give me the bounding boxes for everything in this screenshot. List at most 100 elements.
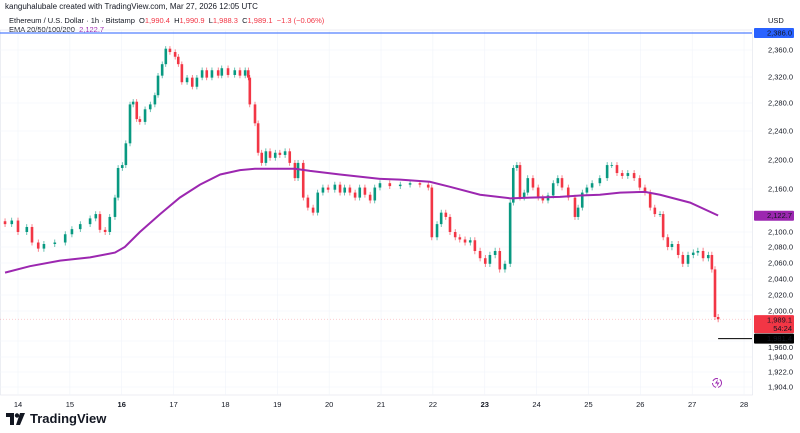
candle-body bbox=[273, 152, 277, 158]
tradingview-logo: TradingView bbox=[6, 411, 106, 426]
candle-body bbox=[388, 183, 392, 187]
candle-body bbox=[620, 173, 624, 176]
candle-body bbox=[78, 224, 82, 230]
brand-name: TradingView bbox=[30, 411, 107, 426]
high-price-label-bg bbox=[754, 28, 794, 38]
x-tick-label: 19 bbox=[273, 400, 281, 409]
candle-body bbox=[598, 178, 602, 184]
candle-body bbox=[103, 229, 107, 232]
candle-body bbox=[448, 216, 452, 232]
candle-body bbox=[426, 184, 430, 188]
symbol-legend: Ethereum / U.S. Dollar · 1h · Bitstamp O… bbox=[9, 16, 324, 25]
y-tick-label: 2,000.0 bbox=[768, 307, 793, 316]
candle-body bbox=[661, 214, 665, 238]
candle-body bbox=[353, 192, 357, 198]
candle-body bbox=[691, 252, 695, 255]
candle-body bbox=[681, 255, 685, 264]
candle-body bbox=[195, 77, 199, 87]
y-tick-label: 2,060.0 bbox=[768, 259, 793, 268]
candle-body bbox=[648, 192, 652, 208]
y-tick-label: 1,940.0 bbox=[768, 353, 793, 362]
candle-body bbox=[632, 173, 636, 179]
candle-body bbox=[444, 212, 448, 217]
candle-body bbox=[518, 165, 522, 198]
candle-body bbox=[511, 167, 515, 203]
x-tick-label: 20 bbox=[325, 400, 333, 409]
candle-body bbox=[16, 220, 20, 232]
candle-body bbox=[243, 70, 247, 76]
y-tick-label: 2,080.0 bbox=[768, 243, 793, 252]
candle-body bbox=[541, 197, 545, 201]
candle-body bbox=[131, 101, 135, 105]
y-tick-label: 2,040.0 bbox=[768, 275, 793, 284]
lightning-icon bbox=[715, 379, 720, 387]
ema-line bbox=[4, 167, 719, 274]
candle-body bbox=[363, 187, 367, 195]
candle-body bbox=[576, 207, 580, 217]
candle-body bbox=[573, 197, 577, 217]
candle-body bbox=[148, 104, 152, 110]
candle-body bbox=[246, 70, 250, 78]
candle-body bbox=[88, 218, 92, 225]
x-tick-label: 23 bbox=[481, 400, 489, 409]
candle-body bbox=[205, 70, 209, 78]
candle-body bbox=[238, 70, 242, 76]
candle-body bbox=[373, 187, 377, 201]
candle-body bbox=[638, 178, 642, 188]
x-tick-label: 26 bbox=[636, 400, 644, 409]
ema-price-label-bg bbox=[754, 210, 794, 221]
candle-body bbox=[288, 151, 292, 163]
y-tick-label: 2,160.0 bbox=[768, 185, 793, 194]
x-tick-label: 16 bbox=[118, 400, 126, 409]
x-tick-label: 28 bbox=[740, 400, 748, 409]
close-value: 1,989.1 bbox=[247, 16, 273, 25]
close-label: C bbox=[242, 16, 248, 25]
candle-body bbox=[473, 240, 477, 251]
candle-body bbox=[256, 123, 260, 153]
plot-frame bbox=[0, 29, 753, 396]
candle-body bbox=[478, 251, 482, 259]
y-tick-label: 2,280.0 bbox=[768, 99, 793, 108]
candle-body bbox=[430, 187, 434, 238]
candle-body bbox=[398, 184, 402, 187]
candle-body bbox=[408, 183, 412, 185]
candle-body bbox=[180, 64, 184, 83]
candle-body bbox=[248, 77, 252, 105]
candle-body bbox=[226, 68, 230, 75]
candle-body bbox=[94, 214, 98, 219]
low-price-label: 1,981.4 bbox=[767, 334, 792, 343]
candle-body bbox=[264, 151, 268, 163]
candle-body bbox=[138, 119, 142, 122]
candle-body bbox=[164, 48, 168, 65]
high-value: 1,990.9 bbox=[179, 16, 205, 25]
candle-body bbox=[143, 109, 147, 122]
candle-body bbox=[25, 226, 29, 232]
candle-body bbox=[268, 151, 272, 158]
candle-body bbox=[296, 162, 300, 179]
x-tick-label: 27 bbox=[688, 400, 696, 409]
candle-body bbox=[326, 187, 330, 190]
candle-body bbox=[311, 207, 315, 213]
candle-body bbox=[128, 104, 132, 144]
candle-body bbox=[278, 152, 282, 155]
candle-body bbox=[536, 187, 540, 198]
candle-body bbox=[643, 187, 647, 193]
y-tick-label: 2,320.0 bbox=[768, 73, 793, 82]
ema-legend: EMA 20/50/100/200 2,122.7 bbox=[9, 26, 104, 34]
candle-body bbox=[706, 255, 710, 259]
candle-body bbox=[610, 165, 614, 166]
y-tick-label: 2,020.0 bbox=[768, 291, 793, 300]
candle-body bbox=[435, 224, 439, 238]
candle-body bbox=[522, 192, 526, 198]
candle-body bbox=[515, 165, 519, 168]
candle-body bbox=[333, 184, 337, 190]
y-tick-label: 2,200.0 bbox=[768, 156, 793, 165]
candle-body bbox=[716, 317, 720, 320]
price-chart[interactable]: 2,360.0 2,320.0 2,280.0 2,240.0 2,200.0 2,160… bbox=[0, 0, 800, 410]
candle-body bbox=[116, 167, 120, 198]
ema-value: 2,122.7 bbox=[79, 25, 105, 34]
bar-countdown-label: 54:24 bbox=[773, 324, 792, 333]
candle-body bbox=[348, 187, 352, 193]
y-tick-label: 2,360.0 bbox=[768, 46, 793, 55]
candle-body bbox=[560, 178, 564, 188]
